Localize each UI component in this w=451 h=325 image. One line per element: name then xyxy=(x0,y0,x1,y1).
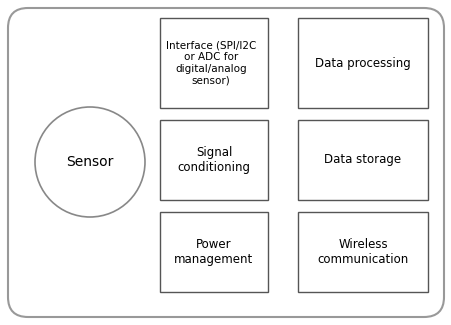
FancyBboxPatch shape xyxy=(160,18,267,108)
Text: Signal
conditioning: Signal conditioning xyxy=(177,146,250,174)
Text: Interface (SPI/I2C
or ADC for
digital/analog
sensor): Interface (SPI/I2C or ADC for digital/an… xyxy=(166,41,256,85)
Circle shape xyxy=(35,107,145,217)
FancyBboxPatch shape xyxy=(297,18,427,108)
Text: Data storage: Data storage xyxy=(324,153,400,166)
Text: Power
management: Power management xyxy=(174,238,253,266)
Text: Data processing: Data processing xyxy=(314,57,410,70)
Text: Wireless
communication: Wireless communication xyxy=(317,238,408,266)
FancyBboxPatch shape xyxy=(160,212,267,292)
FancyBboxPatch shape xyxy=(297,212,427,292)
Text: Sensor: Sensor xyxy=(66,155,114,169)
FancyBboxPatch shape xyxy=(160,120,267,200)
FancyBboxPatch shape xyxy=(297,120,427,200)
FancyBboxPatch shape xyxy=(8,8,443,317)
